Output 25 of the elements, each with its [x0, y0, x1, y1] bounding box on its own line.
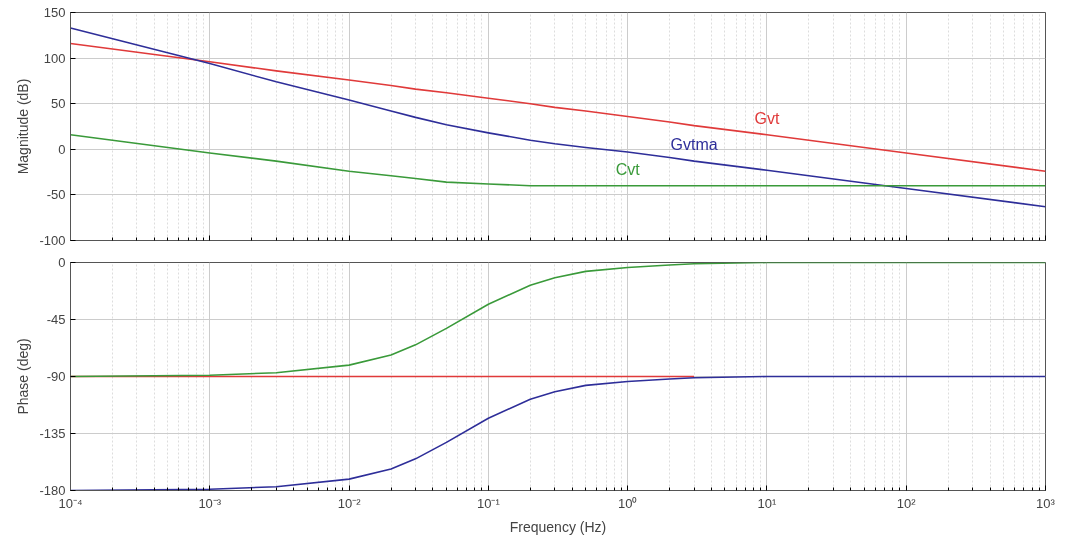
y-tick-label: -135 — [39, 426, 66, 441]
y-tick-label: -45 — [46, 312, 66, 327]
y-tick-label: 100 — [43, 50, 66, 66]
y-tick-label: -180 — [39, 483, 66, 498]
series-label: Gvtma — [670, 136, 718, 154]
series-label: Gvt — [754, 109, 780, 127]
y-tick-label: -50 — [46, 187, 66, 203]
x-tick-label: 10³ — [1036, 495, 1056, 511]
x-tick-label: 10¹ — [757, 495, 777, 511]
y-tick-label: 150 — [43, 5, 66, 20]
x-tick-label: 10⁻³ — [198, 495, 222, 511]
x-tick-label: 10⁻¹ — [476, 495, 501, 511]
x-tick-label: 10⁰ — [617, 495, 638, 511]
y-tick-label: 50 — [51, 96, 66, 112]
y-tick-label: 0 — [58, 255, 66, 270]
x-axis-title: Frequency (Hz) — [509, 518, 607, 535]
y-tick-label: -100 — [39, 233, 66, 248]
x-tick-label: 10⁻⁴ — [58, 495, 83, 511]
series-label: Cvt — [615, 160, 641, 178]
x-tick-label: 10⁻² — [337, 495, 362, 511]
y-axis-title: Phase (deg) — [15, 338, 32, 415]
y-tick-label: 0 — [58, 141, 66, 157]
y-tick-label: -90 — [46, 369, 66, 384]
y-axis-title: Magnitude (dB) — [15, 78, 32, 175]
x-tick-label: 10² — [896, 495, 917, 511]
